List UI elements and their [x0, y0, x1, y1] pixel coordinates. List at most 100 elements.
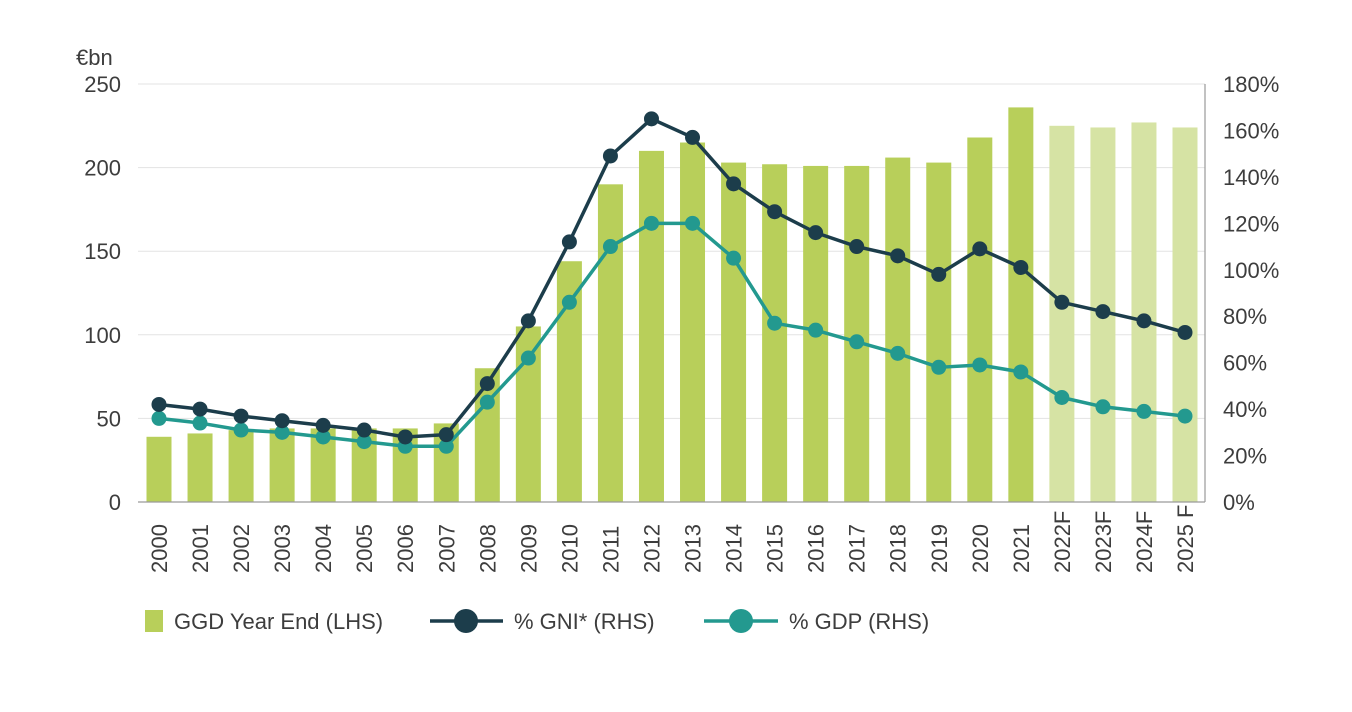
- data-point: [438, 438, 454, 454]
- data-point: [685, 215, 701, 231]
- left-axis-tick-label: 250: [84, 72, 121, 97]
- data-point: [849, 334, 865, 350]
- x-axis-tick-label: 2008: [475, 524, 500, 573]
- data-point: [520, 313, 536, 329]
- right-axis-tick-label: 140%: [1223, 165, 1279, 190]
- bar: [146, 436, 172, 502]
- x-axis-tick-label: 2018: [886, 524, 911, 573]
- bar: [187, 433, 213, 502]
- data-point: [479, 394, 495, 410]
- left-axis-tick-label: 150: [84, 239, 121, 264]
- legend-label: % GNI* (RHS): [514, 609, 655, 634]
- data-point: [520, 350, 536, 366]
- bar: [721, 162, 747, 503]
- bar: [967, 137, 993, 502]
- data-point: [561, 294, 577, 310]
- right-axis-tick-label: 120%: [1223, 211, 1279, 236]
- bar: [1049, 125, 1075, 503]
- bar: [1172, 127, 1198, 503]
- x-axis-tick-label: 2011: [598, 526, 623, 573]
- data-point: [1177, 324, 1193, 340]
- data-point: [438, 427, 454, 443]
- x-axis-tick-label: 2009: [516, 524, 541, 573]
- x-axis-tick-label: 2017: [845, 524, 870, 573]
- x-axis-tick-label: 2010: [557, 524, 582, 573]
- data-point: [315, 417, 331, 433]
- legend-swatch-marker: [729, 609, 753, 633]
- data-point: [1136, 313, 1152, 329]
- data-point: [479, 376, 495, 392]
- axes: [138, 84, 1206, 503]
- data-point: [972, 357, 988, 373]
- data-point: [1095, 304, 1111, 320]
- line-series: [151, 111, 1193, 454]
- x-axis-tick-label: 2007: [434, 524, 459, 573]
- legend-label: GGD Year End (LHS): [174, 609, 383, 634]
- data-point: [356, 434, 372, 450]
- data-point: [1013, 259, 1029, 275]
- bar: [269, 428, 295, 502]
- x-axis-tick-label: 2006: [393, 524, 418, 573]
- x-axis-tick-label: 2002: [229, 524, 254, 573]
- x-axis-tick-label: 2000: [147, 524, 172, 573]
- data-point: [726, 176, 742, 192]
- right-axis-tick-label: 60%: [1223, 351, 1267, 376]
- data-point: [767, 315, 783, 331]
- data-point: [356, 422, 372, 438]
- data-point: [1013, 364, 1029, 380]
- x-axis-tick-label: 2005: [352, 524, 377, 573]
- data-point: [643, 111, 659, 127]
- data-point: [1136, 403, 1152, 419]
- left-axis-tick-label: 200: [84, 156, 121, 181]
- x-axis-tick-label: 2004: [311, 524, 336, 573]
- data-point: [972, 241, 988, 257]
- bar: [680, 142, 706, 502]
- data-point: [931, 359, 947, 375]
- left-axis-unit-label: €bn: [76, 45, 113, 70]
- x-axis-tick-label: 2016: [804, 524, 829, 573]
- x-axis-tick-label: 2022F: [1050, 511, 1075, 573]
- legend: GGD Year End (LHS) % GNI* (RHS) % GDP (RHS…: [145, 609, 929, 634]
- bar: [597, 184, 623, 502]
- right-axis-tick-label: 40%: [1223, 397, 1267, 422]
- right-axis-tick-label: 0%: [1223, 490, 1255, 515]
- data-point: [274, 424, 290, 440]
- bar: [638, 150, 664, 502]
- bar: [844, 165, 870, 503]
- left-axis-tick-label: 0: [109, 490, 121, 515]
- data-point: [233, 408, 249, 424]
- data-point: [1054, 294, 1070, 310]
- data-point: [151, 410, 167, 426]
- x-axis-tick-label: 2019: [927, 524, 952, 573]
- gridlines: [138, 83, 1205, 419]
- data-point: [397, 429, 413, 445]
- left-axis-tick-label: 50: [97, 406, 121, 431]
- bar: [228, 430, 254, 502]
- data-point: [1177, 408, 1193, 424]
- legend-label: % GDP (RHS): [789, 609, 929, 634]
- data-point: [151, 396, 167, 412]
- bar-series: [146, 107, 1198, 503]
- data-point: [274, 413, 290, 429]
- axis-labels: €bn 0 50 100 150 200 250 0% 20% 40% 60% 80% 100% 120…: [76, 45, 1279, 573]
- data-point: [192, 415, 208, 431]
- x-axis-tick-label: 2020: [968, 524, 993, 573]
- bar: [1008, 107, 1034, 503]
- left-axis-tick-label: 100: [84, 323, 121, 348]
- data-point: [315, 429, 331, 445]
- bar: [885, 157, 911, 502]
- bar: [1131, 122, 1157, 503]
- x-axis-tick-label: 2013: [681, 524, 706, 573]
- data-point: [685, 129, 701, 145]
- x-axis-tick-label: 2003: [270, 524, 295, 573]
- right-axis-tick-label: 100%: [1223, 258, 1279, 283]
- legend-swatch-marker: [454, 609, 478, 633]
- right-axis-tick-label: 160%: [1223, 118, 1279, 143]
- data-point: [849, 239, 865, 255]
- x-axis-tick-label: 2025 F: [1173, 505, 1198, 574]
- data-point: [1095, 399, 1111, 415]
- x-axis-tick-label: 2024F: [1132, 511, 1157, 573]
- data-point: [233, 422, 249, 438]
